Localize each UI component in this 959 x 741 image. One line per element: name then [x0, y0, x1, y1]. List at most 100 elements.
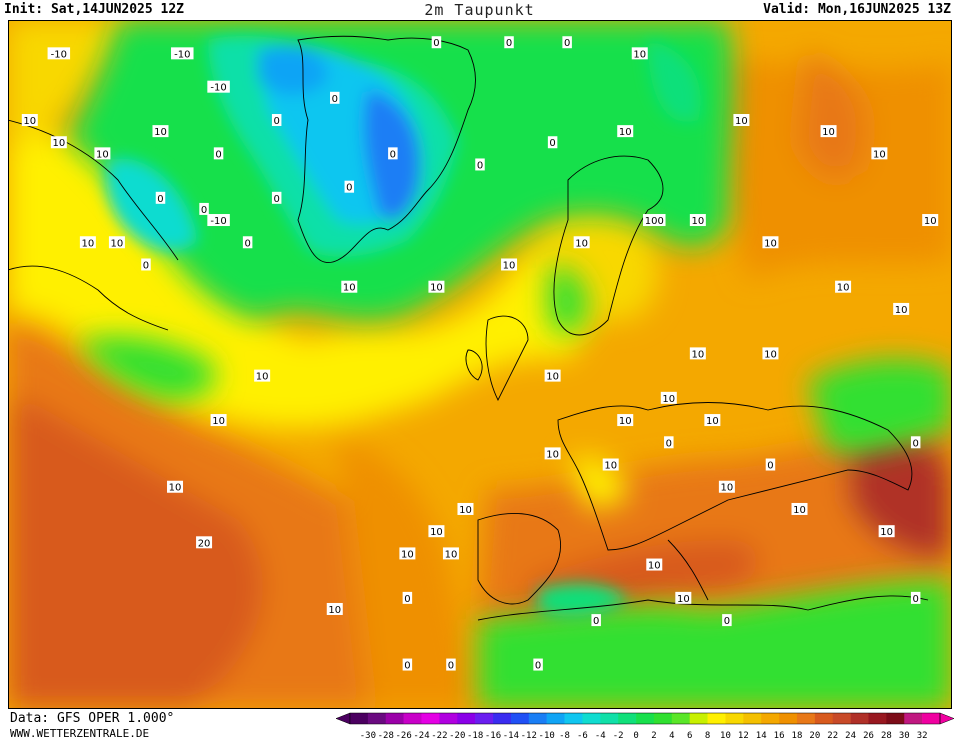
contour-label: 10: [108, 236, 125, 249]
contour-label-text: 10: [343, 283, 356, 294]
contour-label: 0: [141, 258, 151, 271]
init-time-label: Init: Sat,14JUN2025 12Z: [4, 2, 185, 17]
contour-label-text: 0: [666, 438, 672, 449]
contour-label: 10: [704, 414, 721, 427]
contour-label-text: 0: [549, 138, 555, 149]
legend-tick-label: 6: [687, 731, 692, 740]
contour-label: 10: [152, 125, 169, 138]
contour-label: 10: [660, 391, 677, 405]
contour-label: 10: [399, 547, 416, 560]
contour-label-text: 0: [390, 149, 396, 160]
legend-tick-label: 18: [792, 731, 803, 740]
contour-label-text: 10: [677, 594, 690, 605]
contour-label: -10: [207, 80, 230, 94]
legend-tick-label: -30: [360, 731, 376, 740]
contour-label-text: 10: [619, 127, 632, 138]
contour-label: 0: [765, 458, 776, 472]
contour-label: 10: [631, 47, 648, 60]
contour-label-text: 0: [564, 38, 570, 49]
contour-label: 0: [330, 91, 340, 105]
contour-label-text: 0: [346, 183, 352, 194]
contour-label-text: 0: [273, 194, 279, 205]
contour-label: 10: [922, 214, 939, 227]
contour-label-text: 0: [506, 38, 512, 49]
contour-label-text: 0: [215, 149, 221, 160]
contour-label-text: 20: [198, 538, 211, 549]
map-border: [8, 20, 952, 709]
contour-label-text: 10: [633, 49, 646, 60]
legend-swatch: [564, 713, 583, 724]
contour-label: 10: [167, 480, 184, 494]
legend-swatch: [689, 713, 708, 724]
contour-label: 0: [722, 614, 732, 627]
legend-tick-label: -20: [449, 731, 465, 740]
legend-swatch: [439, 713, 458, 724]
legend-swatch: [582, 713, 601, 724]
legend-swatch: [636, 713, 655, 724]
contour-label: 0: [402, 658, 413, 672]
contour-label-text: 10: [691, 349, 704, 360]
contour-label-text: 0: [157, 194, 163, 205]
contour-label: 10: [428, 280, 445, 294]
contour-label: 10: [820, 125, 837, 138]
legend-swatch: [367, 713, 387, 724]
legend-tick-label: 16: [774, 731, 785, 740]
contour-label: 0: [910, 436, 921, 449]
contour-label: 0: [664, 436, 674, 449]
data-source-label: Data: GFS OPER 1.000°: [10, 711, 175, 726]
contour-label: 0: [213, 147, 224, 160]
contour-label-text: 0: [433, 38, 439, 49]
contour-label-text: 10: [212, 416, 225, 427]
contour-label: 0: [199, 202, 209, 216]
contour-label-text: 10: [604, 461, 617, 472]
legend-swatch: [457, 713, 476, 724]
contour-label-text: 100: [645, 216, 664, 227]
legend-tick-label: -18: [467, 731, 483, 740]
legend-swatch: [832, 713, 851, 724]
contour-label-text: 10: [822, 127, 835, 138]
coastlines: [8, 35, 929, 621]
contour-label: 10: [21, 114, 38, 127]
legend-tick-label: -12: [521, 731, 537, 740]
legend-tick-label: 8: [705, 731, 710, 740]
contour-label-text: 10: [459, 505, 472, 516]
legend-swatch: [510, 713, 530, 724]
legend-tick-label: -26: [396, 731, 412, 740]
contour-label-text: 10: [575, 238, 588, 249]
contour-label: 0: [402, 591, 413, 605]
contour-label-text: 10: [764, 349, 777, 360]
contour-label: 20: [196, 536, 213, 549]
contour-label-text: 10: [445, 549, 458, 560]
legend-swatch: [618, 713, 637, 724]
legend-swatch: [850, 713, 869, 724]
contour-label-text: 10: [52, 138, 65, 149]
contour-label-text: -10: [210, 83, 226, 94]
contour-label: 0: [431, 36, 442, 49]
contour-label-text: 10: [837, 283, 850, 294]
contour-label: 0: [155, 191, 166, 205]
contour-label: 0: [344, 180, 355, 194]
contour-label: 10: [733, 114, 750, 127]
legend-tick-label: -2: [613, 731, 624, 740]
contour-label: 0: [547, 136, 558, 149]
contour-label: 10: [689, 214, 706, 227]
legend-tick-label: 10: [720, 731, 731, 740]
contour-label: 10: [79, 236, 96, 249]
contour-label-text: 10: [111, 238, 124, 249]
contour-label: 10: [341, 280, 358, 294]
contour-label-text: 10: [880, 527, 893, 538]
legend-tick-label: 4: [669, 731, 674, 740]
legend-swatch: [403, 713, 422, 724]
contour-label: 10: [544, 447, 561, 460]
contour-label: 10: [210, 414, 227, 427]
contour-label: 0: [504, 36, 514, 49]
contour-label-text: 0: [201, 205, 207, 216]
legend-tick-label: -22: [431, 731, 447, 740]
legend-swatch: [475, 713, 494, 724]
legend-swatch: [796, 713, 816, 724]
contour-label: 100: [643, 214, 666, 227]
legend-tick-label: 22: [827, 731, 838, 740]
